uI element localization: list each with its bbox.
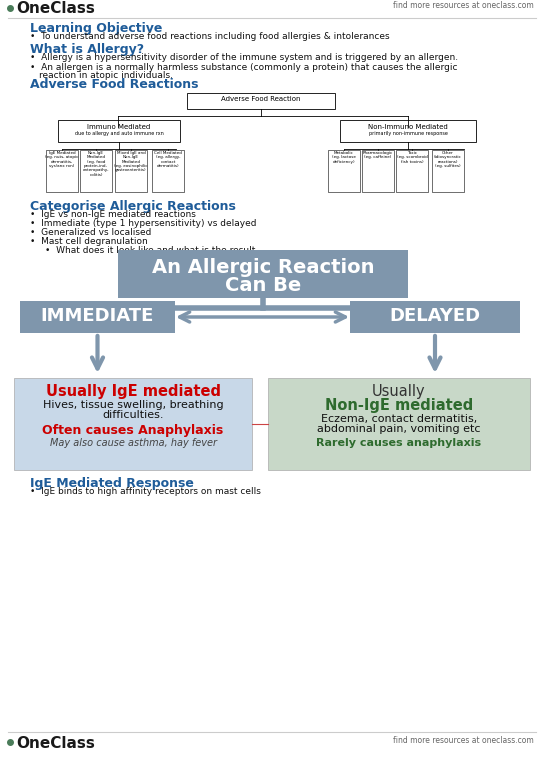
Bar — [0, 0, 544, 17]
Text: Metabolic
(eg. lactose
deficiency): Metabolic (eg. lactose deficiency) — [332, 151, 356, 163]
Text: Rarely causes anaphylaxis: Rarely causes anaphylaxis — [317, 438, 481, 448]
Text: •  Generalized vs localised: • Generalized vs localised — [30, 228, 151, 237]
Text: Hives, tissue swelling, breathing: Hives, tissue swelling, breathing — [42, 400, 224, 410]
Bar — [350, 301, 520, 333]
Text: Eczema, contact dermatitis,: Eczema, contact dermatitis, — [321, 414, 477, 424]
Bar — [46, 150, 78, 192]
Text: difficulties.: difficulties. — [102, 410, 164, 420]
Text: •  Allergy is a hypersensitivity disorder of the immune system and is triggered : • Allergy is a hypersensitivity disorder… — [30, 53, 458, 62]
Text: due to allergy and auto immune rxn: due to allergy and auto immune rxn — [75, 131, 163, 136]
Text: IMMEDIATE: IMMEDIATE — [41, 307, 154, 325]
Bar — [396, 150, 428, 192]
Text: •  IgE binds to high affinity receptors on mast cells: • IgE binds to high affinity receptors o… — [30, 487, 261, 496]
Bar — [152, 150, 184, 192]
Text: Toxic
(eg. scombroid
fish toxins): Toxic (eg. scombroid fish toxins) — [397, 151, 428, 163]
Text: •  Mast cell degranulation: • Mast cell degranulation — [30, 237, 148, 246]
Text: •  To understand adverse food reactions including food allergies & intolerances: • To understand adverse food reactions i… — [30, 32, 390, 41]
Text: abdominal pain, vomiting etc: abdominal pain, vomiting etc — [317, 424, 481, 434]
Bar — [20, 301, 175, 333]
Bar — [362, 150, 394, 192]
Bar — [80, 150, 112, 192]
Text: Can Be: Can Be — [225, 276, 301, 295]
Bar — [187, 93, 335, 109]
Text: •  An allergen is a normally harmless substance (commonly a protein) that causes: • An allergen is a normally harmless sub… — [30, 63, 458, 72]
Bar — [432, 150, 464, 192]
Text: •  What does it look like and what is the result: • What does it look like and what is the… — [45, 246, 255, 255]
Text: Usually: Usually — [372, 384, 426, 399]
Bar — [14, 378, 252, 470]
Text: OneClass: OneClass — [16, 1, 95, 16]
Bar — [268, 378, 530, 470]
Text: Often causes Anaphylaxis: Often causes Anaphylaxis — [42, 424, 224, 437]
Text: Non-IgE mediated: Non-IgE mediated — [325, 398, 473, 413]
Text: find more resources at oneclass.com: find more resources at oneclass.com — [393, 736, 534, 745]
Text: •  Immediate (type 1 hypersensitivity) vs delayed: • Immediate (type 1 hypersensitivity) vs… — [30, 219, 257, 228]
Text: Non-IgE
Mediated
(eg. food
protein-ind,
enteropathy,
colitis): Non-IgE Mediated (eg. food protein-ind, … — [83, 151, 109, 176]
Text: Learning Objective: Learning Objective — [30, 22, 162, 35]
Text: Other
(idiosyncratic
reactions)
(eg. sulfites): Other (idiosyncratic reactions) (eg. sul… — [434, 151, 462, 168]
Text: Usually IgE mediated: Usually IgE mediated — [46, 384, 220, 399]
Text: IgE Mediated Response: IgE Mediated Response — [30, 477, 194, 490]
Bar — [115, 150, 147, 192]
Text: Adverse Food Reactions: Adverse Food Reactions — [30, 78, 199, 91]
Text: What is Allergy?: What is Allergy? — [30, 43, 144, 56]
Bar — [328, 150, 360, 192]
Bar — [118, 250, 408, 298]
Text: IgE Mediated
(eg. nuts, atopic
dermatitis,
sys/anx rxn): IgE Mediated (eg. nuts, atopic dermatiti… — [45, 151, 79, 168]
Text: Non-Immuno Mediated: Non-Immuno Mediated — [368, 124, 448, 130]
Bar — [58, 120, 180, 142]
Bar — [340, 120, 476, 142]
Text: find more resources at oneclass.com: find more resources at oneclass.com — [393, 1, 534, 10]
Text: Adverse Food Reaction: Adverse Food Reaction — [221, 96, 301, 102]
Text: Pharmacologic
(eg. caffeine): Pharmacologic (eg. caffeine) — [363, 151, 393, 159]
Text: Immuno Mediated: Immuno Mediated — [88, 124, 151, 130]
Text: Mixed IgE and
Non-IgE
Mediated
(eg. eosinophilic
gastroenteritis): Mixed IgE and Non-IgE Mediated (eg. eosi… — [114, 151, 148, 172]
Text: OneClass: OneClass — [16, 736, 95, 751]
Text: •  IgE vs non-IgE mediated reactions: • IgE vs non-IgE mediated reactions — [30, 210, 196, 219]
Text: An Allergic Reaction: An Allergic Reaction — [152, 258, 374, 277]
Text: Categorise Allergic Reactions: Categorise Allergic Reactions — [30, 200, 236, 213]
Text: reaction in atopic individuals.: reaction in atopic individuals. — [39, 71, 173, 80]
Text: primarily non-immune response: primarily non-immune response — [369, 131, 447, 136]
Text: DELAYED: DELAYED — [390, 307, 480, 325]
Text: Cell Mediated
(eg. allergy,
contact
dermatitis): Cell Mediated (eg. allergy, contact derm… — [154, 151, 182, 168]
Text: May also cause asthma, hay fever: May also cause asthma, hay fever — [50, 438, 217, 448]
